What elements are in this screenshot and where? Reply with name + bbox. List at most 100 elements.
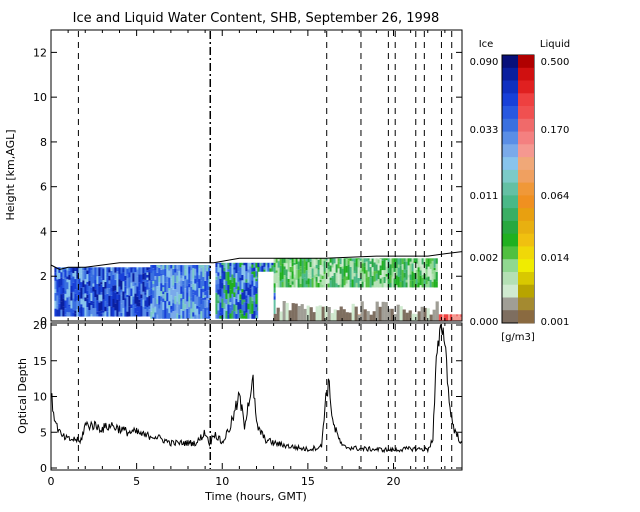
heatmap-cell — [431, 260, 434, 272]
heatmap-cell — [336, 310, 340, 321]
heatmap-cell — [277, 258, 280, 262]
heatmap-cell — [158, 308, 161, 319]
heatmap-cell — [156, 272, 159, 277]
heatmap-cell — [200, 298, 203, 305]
heatmap-cell — [130, 282, 133, 289]
heatmap-cell — [136, 267, 139, 270]
colorbar-ice-label: 0.002 — [470, 253, 499, 264]
heatmap-cell — [221, 288, 224, 299]
heatmap-cell — [114, 285, 117, 291]
heatmap-cell — [245, 262, 248, 272]
colorbar-ice-swatch — [502, 195, 518, 209]
heatmap-cell — [297, 261, 300, 270]
heatmap-cell — [160, 294, 163, 297]
heatmap-cell — [160, 269, 163, 274]
heatmap-cell — [287, 278, 290, 283]
heatmap-cell — [339, 273, 342, 285]
heatmap-cell — [92, 303, 95, 309]
heatmap-cell — [196, 296, 199, 306]
heatmap-cell — [134, 303, 137, 308]
heatmap-cell — [126, 278, 129, 289]
heatmap-cell — [198, 278, 201, 289]
heatmap-cell — [156, 314, 159, 319]
heatmap-cell — [156, 289, 159, 296]
heatmap-cell — [235, 313, 238, 319]
heatmap-cell — [194, 283, 197, 291]
heatmap-cell — [231, 293, 234, 304]
heatmap-cell — [74, 310, 77, 314]
heatmap-cell — [379, 258, 382, 266]
heatmap-cell — [275, 270, 278, 273]
heatmap-cell — [301, 267, 304, 274]
heatmap-cell — [172, 275, 175, 286]
heatmap-cell — [333, 263, 336, 273]
heatmap-cell — [317, 283, 320, 288]
heatmap-cell — [180, 265, 183, 266]
heatmap-cell — [259, 262, 262, 267]
heatmap-cell — [180, 288, 183, 294]
heatmap-cell — [431, 258, 434, 261]
heatmap-cell — [144, 267, 147, 269]
heatmap-cell — [255, 278, 258, 282]
heatmap-cell — [221, 262, 224, 265]
heatmap-cell — [409, 280, 412, 288]
heatmap-cell — [74, 313, 77, 317]
heatmap-cell — [54, 292, 57, 301]
heatmap-cell — [385, 258, 388, 261]
heatmap-cell — [265, 262, 268, 266]
heatmap-cell — [108, 275, 111, 281]
heatmap-cell — [190, 270, 193, 281]
heatmap-cell — [94, 308, 97, 317]
heatmap-cell — [110, 279, 113, 288]
heatmap-cell — [289, 284, 292, 288]
heatmap-cell — [94, 267, 97, 272]
heatmap-cell — [423, 258, 426, 263]
heatmap-cell — [361, 258, 364, 264]
heatmap-cell — [395, 285, 398, 288]
heatmap-cell — [295, 264, 298, 270]
heatmap-cell — [124, 298, 127, 307]
heatmap-cell — [92, 267, 95, 275]
heatmap-cell — [68, 270, 71, 275]
heatmap-cell — [198, 265, 201, 269]
heatmap-cell — [98, 286, 101, 295]
heatmap-cell — [305, 280, 308, 285]
colorbar-ice-swatch — [502, 131, 518, 145]
heatmap-cell — [241, 299, 244, 305]
chart-title: Ice and Liquid Water Content, SHB, Septe… — [73, 11, 440, 26]
heatmap-cell — [249, 304, 252, 314]
heatmap-cell — [98, 276, 101, 284]
heatmap-cell — [84, 297, 87, 302]
heatmap-cell — [235, 289, 238, 294]
heatmap-cell — [399, 265, 402, 276]
heatmap-cell — [110, 270, 113, 280]
colorbar-liquid-swatch — [518, 220, 534, 235]
heatmap-cell — [106, 272, 109, 278]
heatmap-cell — [345, 283, 348, 288]
heatmap-cell — [335, 272, 338, 276]
heatmap-cell — [367, 276, 370, 288]
heatmap-cell — [66, 312, 69, 317]
heatmap-cell — [375, 258, 378, 265]
heatmap-cell — [237, 286, 240, 291]
heatmap-cell — [379, 278, 382, 284]
heatmap-cell — [98, 294, 101, 301]
heatmap-cell — [321, 275, 324, 279]
heatmap-cell — [293, 264, 296, 275]
heatmap-cell — [407, 277, 410, 288]
heatmap-cell — [146, 270, 149, 273]
heatmap-cell — [285, 276, 288, 288]
top-y-tick-label: 10 — [33, 91, 47, 104]
heatmap-cell — [351, 258, 354, 262]
heatmap-cell — [116, 291, 119, 295]
heatmap-cell — [162, 298, 165, 303]
bottom-y-tick-label: 0 — [40, 462, 47, 475]
heatmap-cell — [395, 275, 398, 286]
heatmap-cell — [231, 267, 234, 275]
heatmap-cell — [192, 312, 195, 317]
heatmap-cell — [74, 279, 77, 290]
heatmap-cell — [397, 258, 400, 265]
heatmap-cell — [317, 276, 320, 283]
heatmap-cell — [68, 306, 71, 313]
heatmap-cell — [363, 309, 367, 321]
